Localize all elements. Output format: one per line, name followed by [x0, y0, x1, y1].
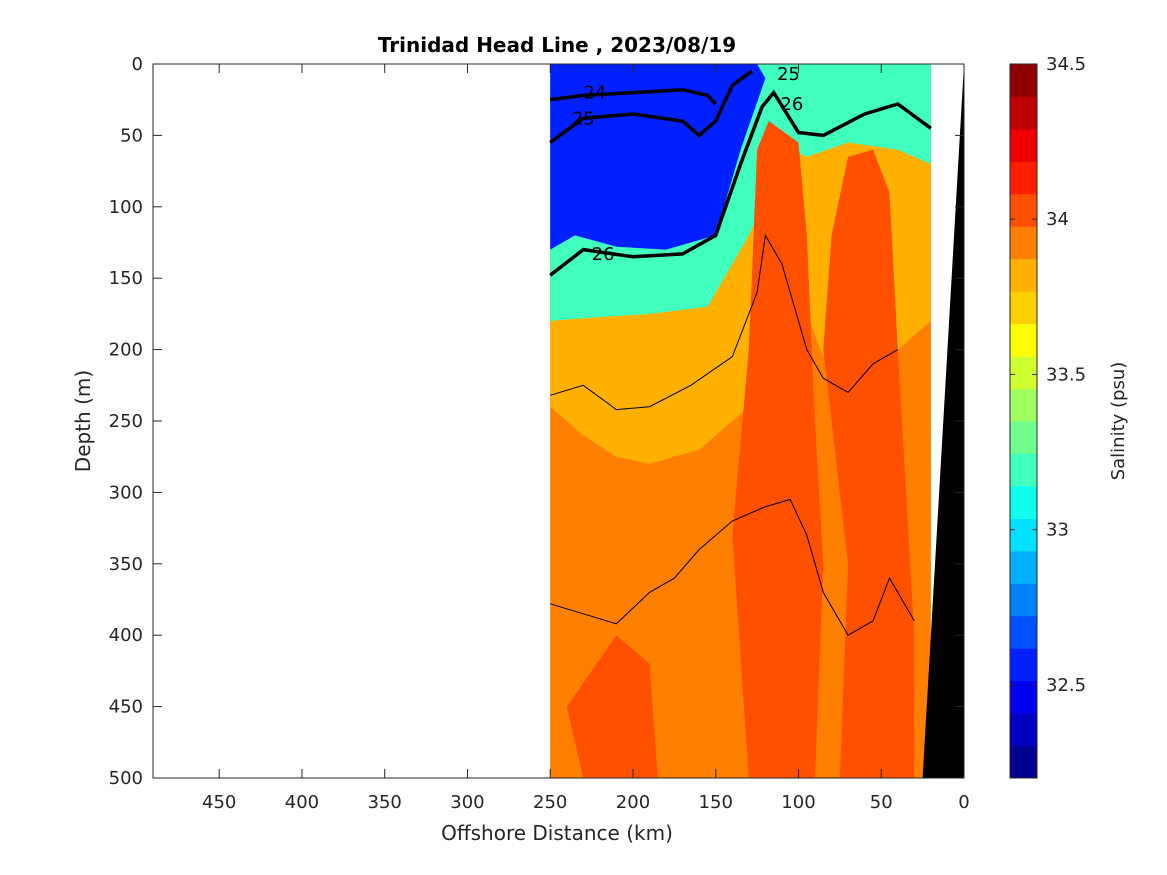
x-tick-label-50: 50: [870, 792, 893, 813]
colorbar-segment-12: [1010, 356, 1037, 390]
x-tick-label-450: 450: [202, 792, 236, 813]
colorbar-segment-15: [1010, 258, 1037, 292]
y-tick-label-300: 300: [109, 482, 143, 503]
colorbar-segment-8: [1010, 485, 1037, 519]
y-axis-label: Depth (m): [71, 370, 95, 472]
colorbar-segment-16: [1010, 226, 1037, 260]
salinity-core-offshore: [732, 121, 824, 778]
axes: 450 400 350 300 250 200 150 100 50 00501001502002…: [109, 54, 970, 813]
colorbar: 32.5 33 33.5 34 34.5: [1009, 54, 1086, 779]
contour-label-2: 25: [777, 64, 800, 85]
isopycnal-thin-0: [550, 233, 899, 411]
chart-title: Trinidad Head Line , 2023/08/19: [378, 33, 736, 57]
colorbar-segment-5: [1010, 583, 1037, 617]
colorbar-segment-9: [1010, 453, 1037, 487]
colorbar-label: Salinity (psu): [1108, 362, 1129, 481]
colorbar-tick-label-33.5: 33.5: [1046, 364, 1086, 385]
colorbar-segment-10: [1010, 421, 1037, 454]
colorbar-segment-18: [1010, 161, 1037, 195]
x-axis-label: Offshore Distance (km): [441, 821, 673, 845]
colorbar-tick-label-33: 33: [1046, 520, 1069, 541]
contour-label-4: 26: [592, 244, 615, 265]
y-tick-label-50: 50: [120, 125, 143, 146]
colorbar-segment-1: [1010, 713, 1037, 747]
x-tick-label-100: 100: [781, 792, 815, 813]
y-tick-label-500: 500: [109, 768, 143, 789]
colorbar-tick-label-34.5: 34.5: [1046, 54, 1086, 75]
contour-label-3: 26: [780, 94, 803, 115]
isopycnal-thin-1: [550, 498, 915, 636]
colorbar-segment-0: [1010, 745, 1037, 779]
y-tick-label-200: 200: [109, 340, 143, 361]
salinity-core-deep-west: [566, 635, 658, 778]
y-tick-label-100: 100: [109, 197, 143, 218]
y-tick-label-400: 400: [109, 625, 143, 646]
colorbar-frame: [1009, 63, 1038, 779]
y-tick-label-150: 150: [109, 268, 143, 289]
colorbar-segment-7: [1010, 518, 1037, 552]
colorbar-segment-6: [1010, 550, 1037, 584]
contour-label-1: 25: [572, 108, 595, 129]
x-tick-label-200: 200: [616, 792, 650, 813]
colorbar-tick-label-32.5: 32.5: [1046, 675, 1086, 696]
density-contour-26-2: [549, 89, 932, 277]
plot-area: 24 25 25 26 26: [153, 64, 964, 778]
colorbar-segment-19: [1010, 128, 1037, 162]
salinity-core-nearshore: [823, 149, 915, 778]
colorbar-segment-20: [1010, 96, 1037, 130]
x-tick-label-0: 0: [958, 792, 969, 813]
x-tick-label-300: 300: [450, 792, 484, 813]
y-tick-label-250: 250: [109, 411, 143, 432]
colorbar-segment-17: [1010, 193, 1037, 227]
colorbar-segment-3: [1010, 648, 1037, 682]
x-tick-label-150: 150: [699, 792, 733, 813]
bathymetry-shelf: [922, 64, 964, 778]
salinity-band-low: [550, 64, 766, 250]
y-tick-label-0: 0: [132, 54, 143, 75]
contour-label-0: 24: [583, 83, 606, 104]
colorbar-tick-label-34: 34: [1046, 209, 1069, 230]
colorbar-segment-2: [1010, 680, 1037, 714]
colorbar-segment-4: [1010, 615, 1037, 649]
colorbar-segment-14: [1010, 291, 1037, 325]
y-tick-label-350: 350: [109, 554, 143, 575]
y-tick-label-450: 450: [109, 697, 143, 718]
density-contour-24-0: [549, 87, 717, 106]
colorbar-segment-13: [1010, 323, 1037, 357]
x-tick-label-350: 350: [368, 792, 402, 813]
x-tick-label-400: 400: [285, 792, 319, 813]
x-tick-label-250: 250: [533, 792, 567, 813]
density-contour-25-1: [549, 69, 754, 144]
colorbar-segment-21: [1010, 64, 1037, 97]
colorbar-segment-11: [1010, 388, 1037, 422]
